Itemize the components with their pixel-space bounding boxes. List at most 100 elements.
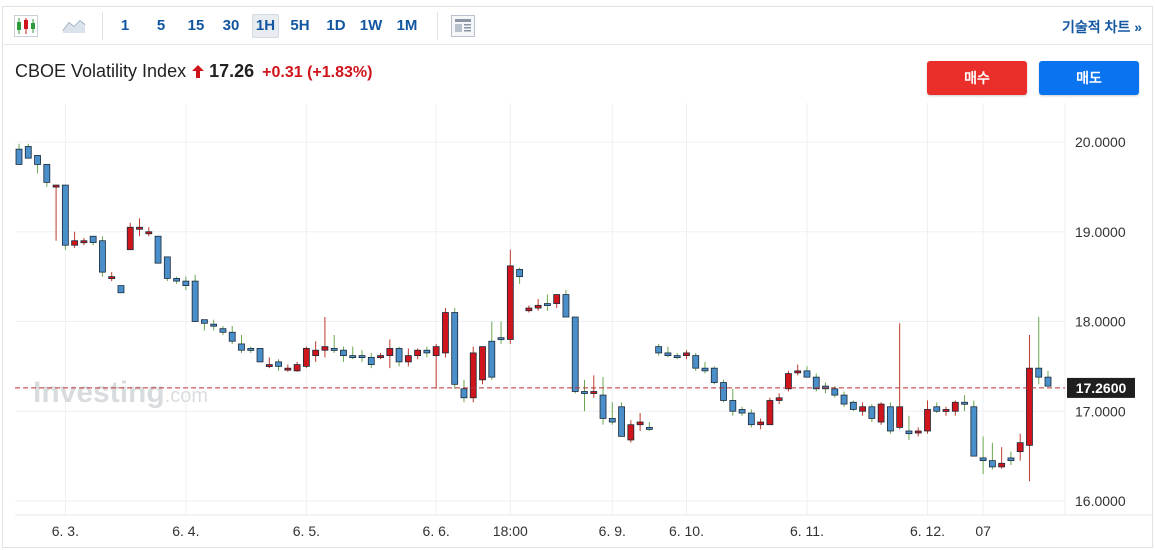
x-tick-label: 07	[975, 523, 991, 539]
candle-body	[423, 349, 431, 354]
candle-body	[608, 418, 616, 423]
candle-body	[887, 406, 894, 432]
candle-body	[553, 294, 561, 304]
candle-body	[126, 226, 134, 251]
candle-body	[645, 427, 653, 430]
candlestick-icon[interactable]	[13, 13, 39, 39]
x-tick-label: 6. 4.	[172, 523, 199, 539]
candle-body	[1007, 457, 1015, 462]
last-price: 17.26	[209, 61, 255, 81]
candle-body	[201, 319, 208, 324]
toolbar-separator	[102, 12, 103, 40]
interval-1m[interactable]: 1M	[396, 17, 418, 34]
candle-body	[182, 280, 190, 286]
candle-body	[404, 355, 412, 363]
interval-5h[interactable]: 5H	[290, 17, 310, 34]
interval-1w[interactable]: 1W	[359, 17, 383, 34]
candle-body	[664, 352, 672, 357]
candle-body	[516, 269, 523, 278]
candle-body	[701, 367, 709, 372]
interval-5[interactable]: 5	[156, 17, 166, 34]
candle-body	[302, 348, 310, 367]
interval-1[interactable]: 1	[120, 17, 130, 34]
candle-body	[757, 421, 765, 426]
candle-body	[627, 424, 635, 441]
candle-body	[766, 400, 774, 426]
candle-body	[840, 394, 848, 405]
y-tick-label: 16.0000	[1075, 493, 1126, 509]
x-tick-label: 6. 5.	[293, 523, 320, 539]
up-arrow-icon	[192, 62, 205, 83]
price-change: +0.31 (+1.83%)	[262, 64, 373, 81]
candle-body	[599, 394, 607, 419]
candle-body	[312, 349, 320, 357]
candle-body	[1044, 376, 1052, 387]
candle-body	[349, 355, 357, 359]
candle-body	[581, 391, 588, 394]
candle-body	[785, 373, 792, 390]
candle-body	[998, 462, 1006, 468]
candle-body	[729, 400, 737, 412]
candle-body	[256, 348, 264, 363]
candle-body	[340, 349, 347, 357]
candle-body	[655, 346, 663, 354]
candle-body	[479, 346, 486, 381]
current-price-tag	[1067, 377, 1135, 398]
candle-body	[951, 401, 959, 412]
candle-body	[117, 285, 125, 294]
candle-body	[979, 457, 987, 462]
candle-body	[367, 356, 375, 365]
candle-body	[24, 146, 32, 159]
candle-body	[544, 303, 551, 306]
candlestick-chart: Investing.com 17.2600 20.0000 19.0000 18.000…	[15, 103, 1154, 539]
candle-body	[61, 184, 69, 246]
candle-body	[831, 388, 839, 396]
candle-body	[571, 316, 579, 392]
news-icon[interactable]	[450, 13, 476, 39]
candle-body	[71, 240, 79, 246]
candle-body	[1016, 442, 1024, 453]
candle-body	[99, 240, 106, 273]
candle-body	[293, 364, 301, 372]
y-tick-label: 18.0000	[1075, 314, 1126, 330]
line-chart-icon[interactable]	[61, 13, 87, 39]
candle-body	[933, 406, 941, 412]
candle-body	[590, 391, 598, 394]
y-tick-label: 19.0000	[1075, 224, 1126, 240]
candle-body	[432, 346, 440, 357]
candle-body	[942, 409, 950, 412]
x-tick-label: 6. 12.	[910, 523, 945, 539]
candle-body	[34, 155, 41, 165]
candle-body	[924, 409, 931, 432]
candle-body	[914, 430, 922, 434]
candle-body	[988, 460, 996, 468]
candle-body	[506, 265, 514, 340]
watermark-logo: Investing.com	[33, 376, 208, 409]
instrument-name: CBOE Volatility Index	[15, 61, 187, 81]
technical-chart-link[interactable]: 기술적 차트 »	[1062, 19, 1142, 35]
toolbar-separator	[437, 12, 438, 40]
candle-body	[108, 276, 116, 280]
candle-body	[210, 323, 218, 327]
interval-30[interactable]: 30	[222, 17, 240, 34]
sell-button[interactable]: 매도	[1039, 61, 1139, 95]
candle-body	[1035, 367, 1043, 378]
buy-button[interactable]: 매수	[927, 61, 1027, 95]
interval-1d[interactable]: 1D	[326, 17, 346, 34]
candle-body	[636, 421, 644, 426]
interval-15[interactable]: 15	[187, 17, 205, 34]
candle-body	[534, 304, 542, 309]
candle-body	[358, 355, 366, 359]
x-tick-label: 6. 9.	[599, 523, 626, 539]
candle-body	[52, 184, 60, 188]
candle-body	[330, 348, 338, 351]
candle-body	[173, 278, 180, 282]
candle-body	[720, 382, 727, 401]
candle-body	[284, 367, 292, 371]
interval-1h[interactable]: 1H	[252, 14, 279, 38]
candle-body	[961, 401, 968, 405]
x-tick-label: 18:00	[493, 523, 528, 539]
candle-body	[154, 235, 162, 264]
candle-body	[849, 401, 857, 410]
candle-body	[15, 148, 23, 165]
